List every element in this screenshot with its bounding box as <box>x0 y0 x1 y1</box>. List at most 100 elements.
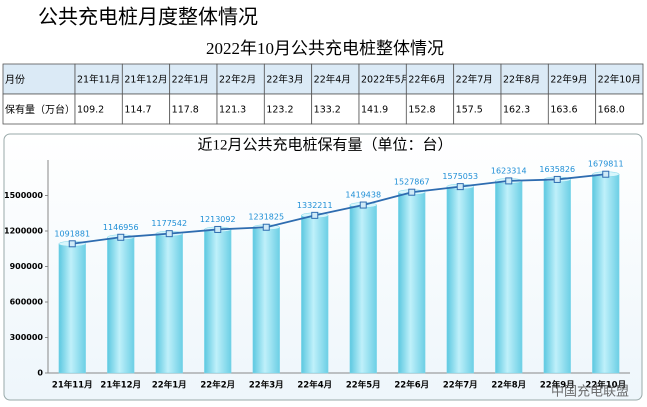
bar <box>301 215 329 374</box>
watermark: 中国充电联盟 <box>551 384 629 400</box>
table-cell <box>547 63 597 95</box>
bar <box>398 191 426 374</box>
table-value: 157.5 <box>456 105 483 116</box>
table-cell <box>311 93 360 125</box>
line-marker <box>359 201 367 209</box>
data-label: 1213092 <box>200 215 236 224</box>
y-tick-label: 1500000 <box>4 191 43 200</box>
table-cell <box>547 93 597 125</box>
line-marker <box>68 240 76 248</box>
chart-title: 近12月公共充电桩保有量（单位：台） <box>197 136 452 153</box>
x-tick-label: 22年9月 <box>540 380 575 391</box>
table-cell <box>595 93 644 125</box>
bar <box>107 237 135 374</box>
table-value: 162.3 <box>503 105 530 116</box>
table-cell <box>453 63 502 95</box>
page-title: 公共充电桩月度整体情况 <box>38 5 258 29</box>
data-label: 1091881 <box>54 229 90 238</box>
column-header: 22年9月 <box>550 74 587 86</box>
bar <box>592 173 620 374</box>
data-label: 1231825 <box>248 213 284 222</box>
table-value: 141.9 <box>361 105 388 116</box>
column-header: 22年6月 <box>408 74 445 86</box>
data-label: 1527867 <box>394 178 430 187</box>
bar <box>349 204 377 374</box>
data-label: 1146956 <box>103 223 139 232</box>
bar <box>446 186 474 374</box>
bar <box>204 229 232 374</box>
table-cell <box>263 63 313 95</box>
column-header: 21年12月 <box>124 74 167 86</box>
table-cell <box>121 93 171 125</box>
data-label: 1177542 <box>151 219 187 228</box>
table-cell <box>358 63 407 95</box>
column-header: 21年11月 <box>77 74 120 86</box>
x-tick-label: 22年2月 <box>200 380 235 391</box>
table-value: 109.2 <box>77 105 104 116</box>
x-tick-label: 22年8月 <box>491 380 526 391</box>
table-value: 133.2 <box>314 105 341 116</box>
line-marker <box>456 183 464 191</box>
column-header: 22年10月 <box>598 74 641 86</box>
line-marker <box>505 177 513 185</box>
column-header: 2022年5月 <box>361 74 410 86</box>
column-header: 月份 <box>5 74 25 86</box>
table-value: 保有量（万台） <box>5 103 75 116</box>
x-tick-label: 21年12月 <box>100 380 141 391</box>
y-tick-label: 600000 <box>10 298 44 307</box>
line-marker <box>408 188 416 196</box>
bar <box>252 226 280 374</box>
x-tick-label: 22年4月 <box>297 380 332 391</box>
column-header: 22年7月 <box>456 74 493 86</box>
column-header: 22年8月 <box>503 74 540 86</box>
table-value: 163.6 <box>550 105 577 116</box>
column-header: 22年2月 <box>219 74 256 86</box>
data-label: 1635826 <box>539 165 575 174</box>
y-tick-label: 1200000 <box>4 227 43 236</box>
bar <box>495 180 523 374</box>
line-marker <box>262 223 270 231</box>
bar <box>543 179 571 374</box>
line-marker <box>214 225 222 233</box>
x-tick-label: 22年7月 <box>443 380 478 391</box>
data-label: 1419438 <box>345 191 381 200</box>
x-tick-label: 22年1月 <box>152 380 187 391</box>
table-value: 121.3 <box>219 105 246 116</box>
column-header: 22年4月 <box>314 74 351 86</box>
line-marker <box>553 175 561 183</box>
data-label: 1623314 <box>491 166 527 175</box>
column-header: 22年1月 <box>172 74 209 86</box>
trend-line <box>72 173 606 245</box>
table-value: 123.2 <box>266 105 293 116</box>
x-tick-label: 22年6月 <box>394 380 429 391</box>
x-tick-label: 21年11月 <box>52 380 93 391</box>
table-value: 117.8 <box>172 105 199 116</box>
table-cell <box>74 63 123 95</box>
bar <box>58 243 86 374</box>
column-header: 22年3月 <box>266 74 303 86</box>
line-marker <box>311 211 319 219</box>
y-tick-label: 300000 <box>10 333 44 342</box>
table-cell <box>169 93 218 125</box>
table: 月份 21年11月 21年12月 22年1月 22年2月 22年3月 22年4月 2022年5… <box>2 63 644 125</box>
table-cell <box>2 93 76 125</box>
table-cell <box>216 93 265 125</box>
line-marker <box>165 230 173 238</box>
table-cell <box>453 93 502 125</box>
x-tick-label: 22年5月 <box>346 380 381 391</box>
table-title: 2022年10月公共充电桩整体情况 <box>206 39 444 58</box>
table-value: 114.7 <box>124 105 151 116</box>
data-label: 1332211 <box>297 201 333 210</box>
y-tick-label: 0 <box>37 369 43 378</box>
table-value: 168.0 <box>598 105 625 116</box>
y-tick-label: 900000 <box>10 262 44 271</box>
data-label: 1679811 <box>588 160 624 169</box>
table-cell <box>405 93 455 125</box>
table-cell <box>263 93 313 125</box>
chart: 0 300000 600000 900000 1200000 1500000 21年11月 1… <box>4 160 630 391</box>
x-tick-label: 22年3月 <box>249 380 284 391</box>
bar <box>155 233 183 374</box>
line-marker <box>117 233 125 241</box>
data-label: 1575053 <box>442 172 478 181</box>
